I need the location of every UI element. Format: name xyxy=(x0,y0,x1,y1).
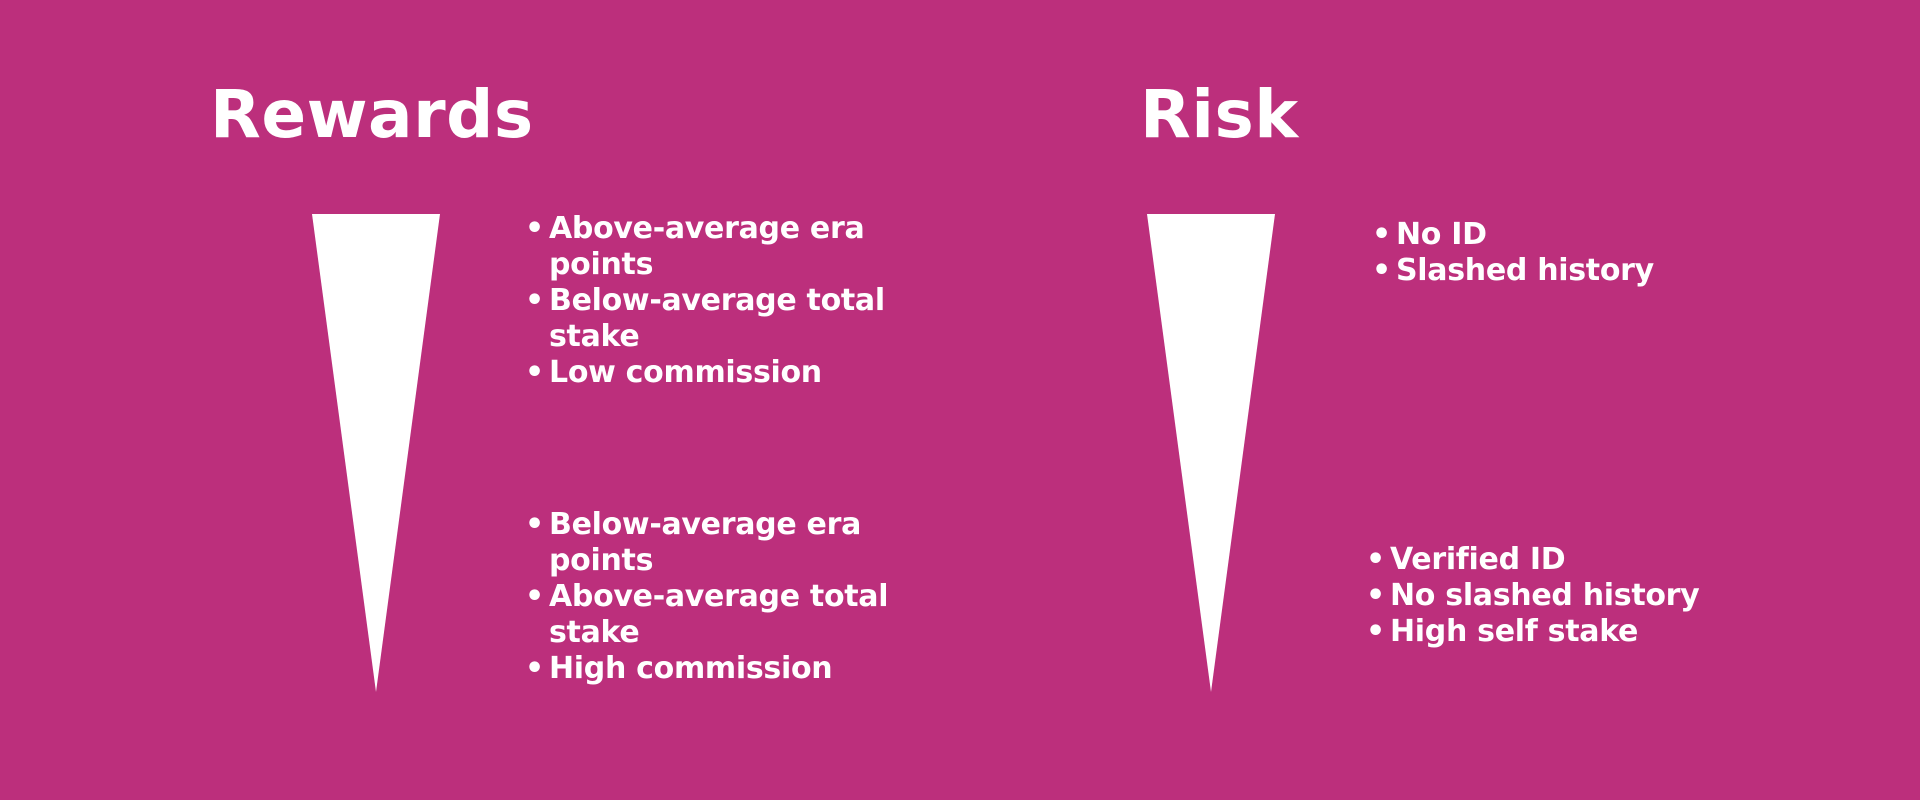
list-item: Below-average total stake xyxy=(525,283,945,355)
list-item: No slashed history xyxy=(1366,578,1866,614)
list-item: No ID xyxy=(1372,217,1852,253)
risk-wedge xyxy=(1147,214,1275,692)
rewards-high-list: Above-average era points Below-average t… xyxy=(525,211,945,391)
list-item: Above-average era points xyxy=(525,211,945,283)
rewards-title: Rewards xyxy=(210,76,534,153)
list-item: Slashed history xyxy=(1372,253,1852,289)
rewards-low-list: Below-average era points Above-average t… xyxy=(525,507,945,687)
list-item: High self stake xyxy=(1366,614,1866,650)
rewards-wedge xyxy=(312,214,440,692)
risk-high-list: No ID Slashed history xyxy=(1372,217,1852,289)
list-item: Above-average total stake xyxy=(525,579,945,651)
rewards-wedge-shape xyxy=(312,214,440,692)
list-item: Verified ID xyxy=(1366,542,1866,578)
list-item: Below-average era points xyxy=(525,507,945,579)
risk-low-list: Verified ID No slashed history High self… xyxy=(1366,542,1866,650)
risk-wedge-shape xyxy=(1147,214,1275,692)
list-item: High commission xyxy=(525,651,945,687)
risk-title: Risk xyxy=(1140,76,1299,153)
list-item: Low commission xyxy=(525,355,945,391)
